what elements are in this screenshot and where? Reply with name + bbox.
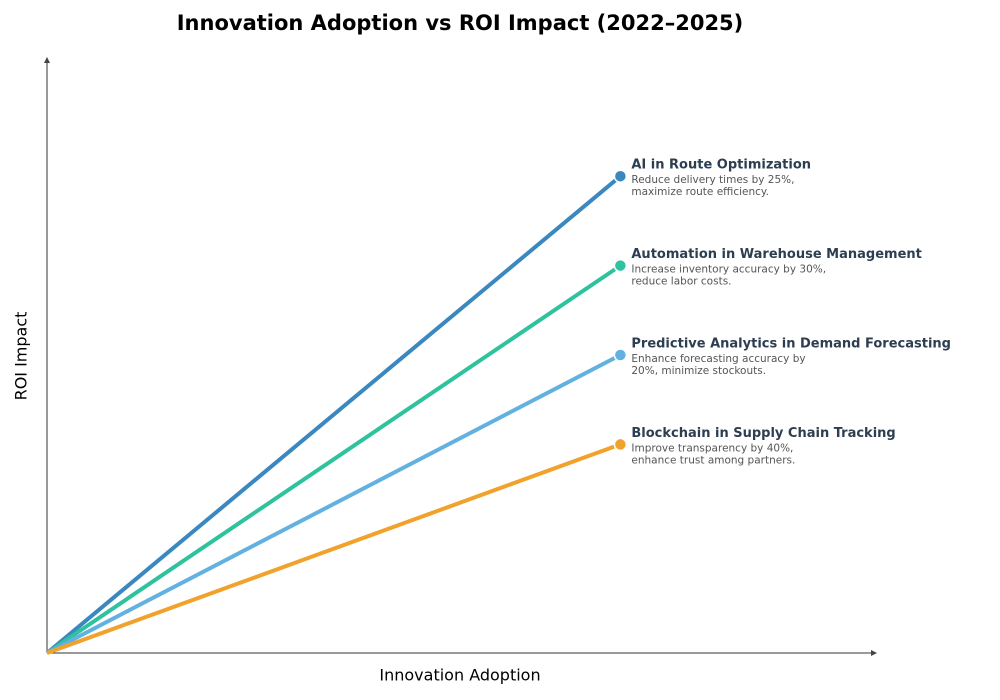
series-description: reduce labor costs. (631, 276, 731, 288)
chart-title: Innovation Adoption vs ROI Impact (2022–… (177, 11, 744, 35)
end-point (613, 258, 628, 273)
y-axis-label: ROI Impact (12, 312, 31, 401)
series-label: Automation in Warehouse Management (631, 247, 922, 262)
series-line (45, 263, 622, 655)
series-line (46, 353, 622, 655)
end-point (613, 348, 628, 362)
series-description: Enhance forecasting accuracy by (631, 353, 805, 365)
series-label: AI in Route Optimization (631, 158, 811, 173)
series-line (45, 174, 622, 655)
series-line (46, 442, 622, 655)
end-point (613, 169, 628, 183)
series-description: Reduce delivery times by 25%, (631, 174, 794, 186)
x-axis-label: Innovation Adoption (379, 666, 540, 685)
series-description: 20%, minimize stockouts. (631, 365, 766, 377)
series-label: Blockchain in Supply Chain Tracking (631, 426, 895, 441)
series-description: Improve transparency by 40%, (631, 442, 793, 454)
series-label: Predictive Analytics in Demand Forecasti… (631, 337, 951, 352)
series-description: enhance trust among partners. (631, 454, 795, 466)
series-description: Increase inventory accuracy by 30%, (631, 264, 826, 276)
series-description: maximize route efficiency. (631, 186, 769, 198)
end-point (613, 437, 628, 452)
